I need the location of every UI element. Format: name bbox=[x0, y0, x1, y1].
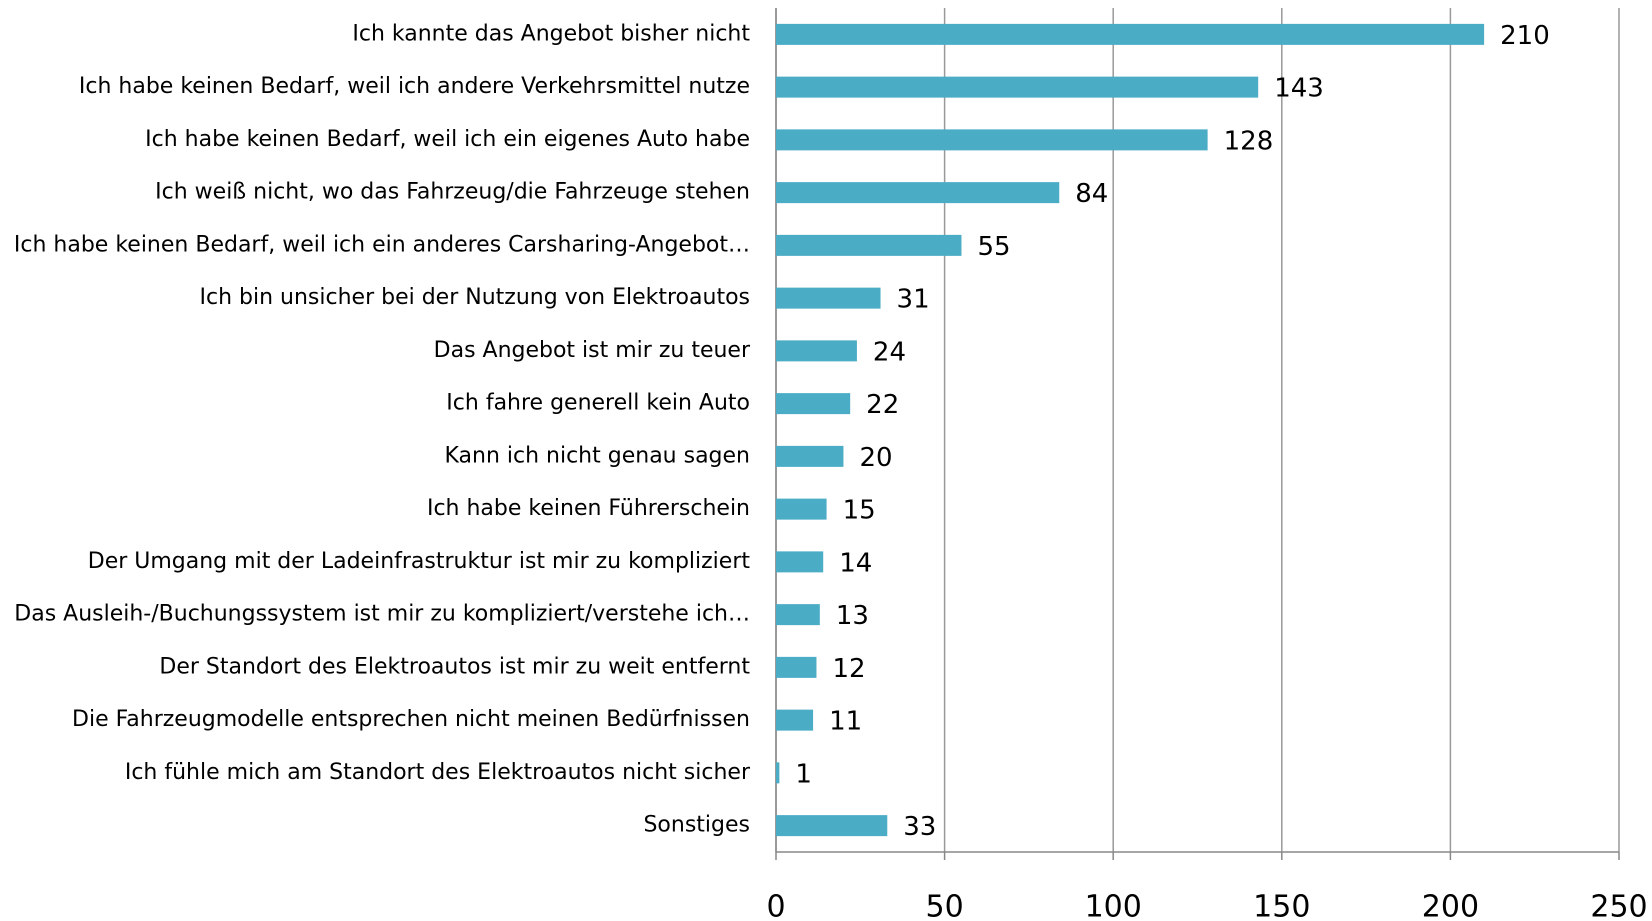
bar bbox=[776, 234, 962, 256]
y-tick-label: Der Umgang mit der Ladeinfrastruktur ist… bbox=[88, 549, 751, 574]
bar bbox=[776, 445, 844, 467]
x-tick-label: 0 bbox=[766, 890, 785, 921]
y-tick-label: Ich habe keinen Führerschein bbox=[427, 496, 750, 521]
bar bbox=[776, 551, 824, 573]
bar bbox=[776, 656, 817, 678]
y-tick-label: Die Fahrzeugmodelle entsprechen nicht me… bbox=[72, 707, 750, 732]
bar bbox=[776, 393, 851, 415]
y-tick-label: Ich fahre generell kein Auto bbox=[446, 391, 750, 416]
bar bbox=[776, 182, 1060, 204]
data-label: 55 bbox=[977, 232, 1010, 262]
y-tick-label: Ich fühle mich am Standort des Elektroau… bbox=[125, 760, 751, 785]
y-tick-label: Ich habe keinen Bedarf, weil ich andere … bbox=[79, 74, 750, 99]
data-label: 20 bbox=[859, 443, 892, 473]
y-tick-label: Der Standort des Elektroautos ist mir zu… bbox=[159, 654, 750, 679]
bar bbox=[776, 287, 881, 309]
data-label: 11 bbox=[829, 707, 862, 737]
data-label: 31 bbox=[897, 285, 930, 315]
bar bbox=[776, 762, 780, 784]
data-label: 24 bbox=[873, 337, 906, 367]
x-tick-label: 100 bbox=[1085, 890, 1142, 921]
bar bbox=[776, 604, 820, 626]
data-label: 33 bbox=[903, 812, 936, 842]
x-tick-label: 50 bbox=[926, 890, 964, 921]
bar bbox=[776, 815, 888, 837]
bar bbox=[776, 129, 1208, 151]
bar bbox=[776, 76, 1259, 98]
y-tick-label: Ich habe keinen Bedarf, weil ich ein eig… bbox=[145, 127, 750, 152]
bar bbox=[776, 709, 814, 731]
data-label: 13 bbox=[836, 601, 869, 631]
x-tick-label: 250 bbox=[1590, 890, 1647, 921]
y-tick-label: Ich kannte das Angebot bisher nicht bbox=[352, 21, 750, 46]
y-tick-label: Kann ich nicht genau sagen bbox=[444, 443, 750, 468]
x-tick-label: 150 bbox=[1253, 890, 1310, 921]
data-label: 15 bbox=[843, 496, 876, 526]
y-tick-label: Ich habe keinen Bedarf, weil ich ein and… bbox=[14, 232, 750, 257]
data-label: 22 bbox=[866, 390, 899, 420]
y-tick-label: Das Ausleih-/Buchungssystem ist mir zu k… bbox=[14, 602, 750, 627]
data-label: 84 bbox=[1075, 179, 1108, 209]
y-tick-label: Ich weiß nicht, wo das Fahrzeug/die Fahr… bbox=[155, 180, 750, 205]
bar bbox=[776, 340, 857, 362]
data-label: 12 bbox=[832, 654, 865, 684]
y-tick-label: Sonstiges bbox=[643, 813, 750, 838]
y-tick-label: Das Angebot ist mir zu teuer bbox=[434, 338, 751, 363]
data-label: 210 bbox=[1500, 21, 1550, 51]
data-label: 14 bbox=[839, 548, 872, 578]
y-tick-label: Ich bin unsicher bei der Nutzung von Ele… bbox=[200, 285, 751, 310]
bar bbox=[776, 498, 827, 520]
x-tick-label: 200 bbox=[1422, 890, 1479, 921]
bar bbox=[776, 23, 1485, 45]
data-label: 143 bbox=[1274, 74, 1324, 104]
data-label: 1 bbox=[795, 759, 812, 789]
data-label: 128 bbox=[1224, 126, 1274, 156]
